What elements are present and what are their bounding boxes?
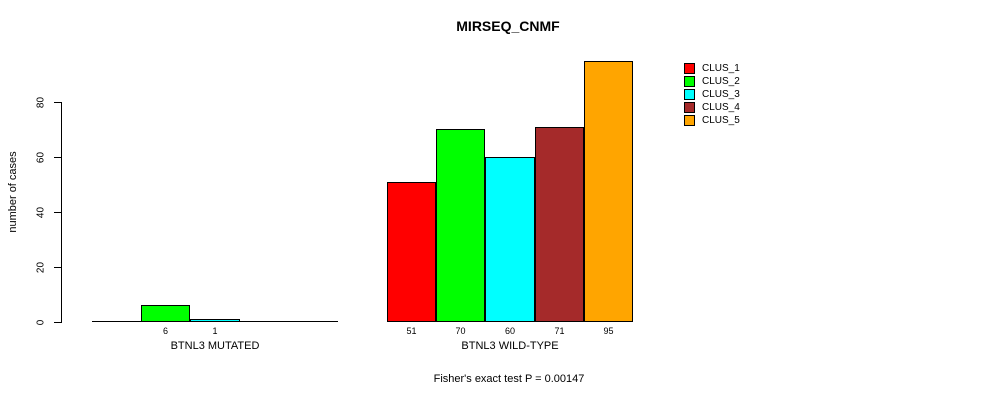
bar-value-label: 71	[554, 326, 565, 336]
legend-color-swatch	[684, 89, 695, 100]
legend-color-swatch	[684, 102, 695, 113]
legend: CLUS_1 CLUS_2 CLUS_3 CLUS_4 CLUS_5	[684, 63, 804, 133]
legend-item: CLUS_1	[684, 63, 804, 74]
y-axis-tick-label: 80	[35, 96, 47, 109]
legend-item: CLUS_2	[684, 76, 804, 87]
chart-title: MIRSEQ_CNMF	[456, 18, 560, 34]
annotation-text: Fisher's exact test P = 0.00147	[433, 373, 585, 385]
legend-item: CLUS_4	[684, 102, 804, 113]
legend-item: CLUS_3	[684, 89, 804, 100]
y-axis-tick	[54, 102, 61, 103]
y-axis-tick-label: 40	[35, 206, 47, 219]
legend-color-swatch	[684, 63, 695, 74]
legend-item-label: CLUS_4	[702, 102, 740, 113]
bar-clus_3-btnl3-mutated	[190, 319, 240, 322]
bar-clus_5-btnl3-wild-type	[584, 61, 633, 322]
legend-color-swatch	[684, 76, 695, 87]
bar-clus_2-btnl3-mutated	[141, 305, 190, 322]
y-axis-tick-label: 60	[35, 151, 47, 164]
y-axis-tick	[54, 212, 61, 213]
bar-value-label: 60	[504, 326, 515, 336]
x-axis-category-label: BTNL3 MUTATED	[170, 340, 260, 352]
legend-color-swatch	[684, 115, 695, 126]
y-axis-tick-label: 0	[35, 319, 47, 326]
y-axis-tick-label: 20	[35, 261, 47, 274]
bar-clus_4-btnl3-wild-type	[535, 127, 584, 322]
y-axis-tick	[54, 322, 61, 323]
bar-value-label: 95	[603, 326, 614, 336]
y-axis-label: number of cases	[7, 151, 19, 233]
y-axis-tick	[54, 157, 61, 158]
legend-item-label: CLUS_3	[702, 89, 740, 100]
bar-clus_1-btnl3-wild-type	[387, 182, 436, 322]
y-axis-line	[61, 102, 62, 323]
bar-value-label: 70	[455, 326, 466, 336]
y-axis-tick	[54, 267, 61, 268]
x-axis-category-label: BTNL3 WILD-TYPE	[461, 340, 559, 352]
legend-item-label: CLUS_5	[702, 115, 740, 126]
legend-item: CLUS_5	[684, 115, 804, 126]
bar-clus_3-btnl3-wild-type	[485, 157, 535, 322]
legend-item-label: CLUS_2	[702, 76, 740, 87]
legend-item-label: CLUS_1	[702, 63, 740, 74]
bar-value-label: 1	[212, 326, 218, 336]
bar-clus_2-btnl3-wild-type	[436, 129, 485, 322]
bar-value-label: 51	[406, 326, 417, 336]
bar-value-label: 6	[162, 326, 168, 336]
